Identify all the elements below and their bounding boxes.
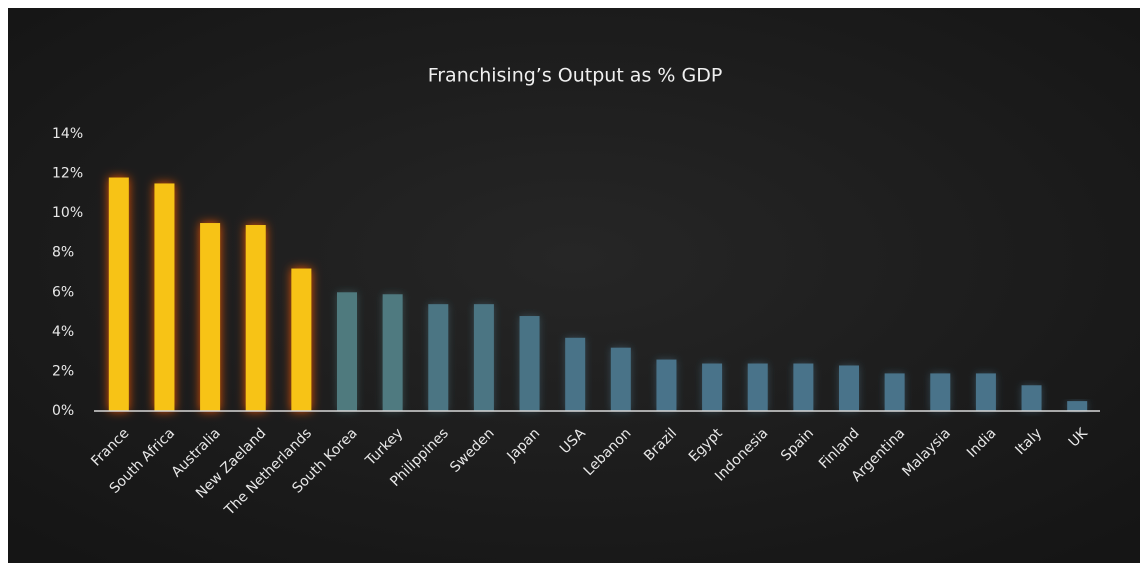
bar (200, 223, 221, 411)
y-tick-label: 14% (52, 126, 83, 142)
bar (382, 294, 403, 411)
bar (747, 363, 768, 411)
bar (839, 365, 859, 411)
bar (108, 177, 129, 411)
bar (337, 292, 357, 411)
bar (930, 373, 951, 411)
bar (565, 337, 586, 411)
bar (245, 225, 266, 411)
y-tick-label: 8% (52, 245, 74, 261)
bar (519, 316, 540, 411)
bar (473, 304, 494, 411)
chart-background (8, 8, 1140, 563)
bar (793, 363, 814, 411)
bar (154, 183, 175, 411)
bar (702, 363, 723, 411)
y-tick-label: 12% (52, 166, 83, 182)
bar (884, 373, 905, 411)
bar (1067, 401, 1088, 411)
y-tick-label: 6% (52, 284, 74, 300)
y-tick-label: 2% (52, 363, 74, 379)
bar (1021, 385, 1042, 411)
y-tick-label: 4% (52, 324, 74, 340)
bar (428, 304, 449, 411)
bar (656, 359, 677, 411)
y-tick-label: 0% (52, 403, 74, 419)
bar (291, 268, 312, 411)
chart-title: Franchising’s Output as % GDP (428, 65, 723, 87)
bar (975, 373, 996, 411)
bar (610, 347, 631, 411)
y-tick-label: 10% (52, 205, 83, 221)
